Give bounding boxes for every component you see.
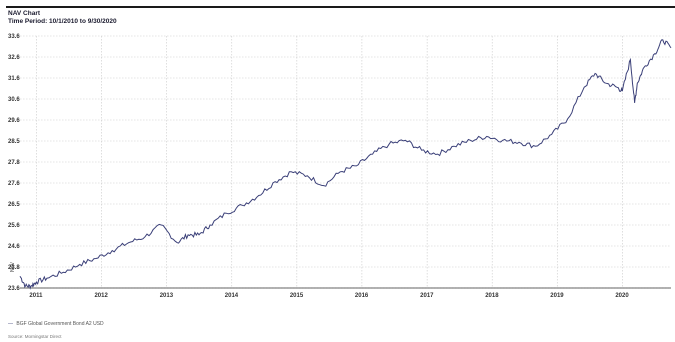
y-tick-label: 33.6 xyxy=(8,34,20,40)
y-tick-label: 23.6 xyxy=(8,286,20,292)
y-tick-label: 24.6 xyxy=(8,244,20,250)
y-tick-label: 27.6 xyxy=(8,181,20,187)
x-tick-label: 2013 xyxy=(160,293,174,299)
y-tick-label: 23.8 xyxy=(8,265,20,271)
grid-lines xyxy=(20,35,671,289)
y-tick-label: 28.5 xyxy=(8,139,20,145)
legend-swatch: — xyxy=(8,321,13,327)
x-tick-label: 2015 xyxy=(290,293,304,299)
x-tick-label: 2014 xyxy=(225,293,239,299)
x-axis-ticks: 2011 2012 2013 2014 2015 2016 2017 2018 2019 2020 xyxy=(29,293,629,299)
legend-label: BGF Global Government Bond A2 USD xyxy=(16,321,104,327)
x-tick-label: 2011 xyxy=(29,293,43,299)
y-tick-label: 25.6 xyxy=(8,223,20,229)
x-tick-label: 2018 xyxy=(485,293,499,299)
y-tick-label: 31.6 xyxy=(8,76,20,82)
y-tick-label: 30.6 xyxy=(8,97,20,103)
x-tick-label: 2017 xyxy=(420,293,434,299)
top-rule xyxy=(6,6,675,8)
x-tick-label: 2016 xyxy=(355,293,369,299)
y-axis-label: NAV xyxy=(10,261,16,272)
y-tick-label: 29.6 xyxy=(8,118,20,124)
y-tick-label: 27.8 xyxy=(8,160,20,166)
x-tick-label: 2012 xyxy=(94,293,108,299)
source-note: Source: Morningstar Direct xyxy=(8,334,62,339)
y-axis-ticks: 23.6 23.8 24.6 25.6 26.5 27.6 27.8 28.5 29.6 30.6… xyxy=(8,34,20,292)
legend: — BGF Global Government Bond A2 USD xyxy=(8,321,104,327)
time-period: Time Period: 10/1/2010 to 9/30/2020 xyxy=(8,18,117,25)
y-tick-label: 32.6 xyxy=(8,55,20,61)
x-tick-label: 2020 xyxy=(615,293,629,299)
y-tick-label: 26.5 xyxy=(8,202,20,208)
x-tick-label: 2019 xyxy=(550,293,564,299)
chart-title: NAV Chart xyxy=(8,10,41,17)
series-line-nav xyxy=(19,39,672,290)
